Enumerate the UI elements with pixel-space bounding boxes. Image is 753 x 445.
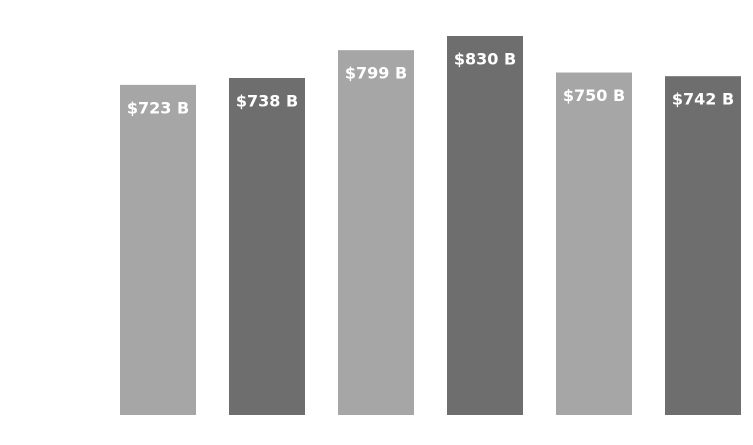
value-label: $738 B <box>236 92 298 111</box>
bar <box>120 84 196 415</box>
bar <box>447 36 523 415</box>
value-label: $830 B <box>454 50 516 69</box>
value-label: $723 B <box>127 98 189 117</box>
value-label: $799 B <box>345 64 407 83</box>
value-label: $750 B <box>563 86 625 105</box>
bar <box>229 78 305 415</box>
value-label: $742 B <box>672 90 734 109</box>
bar <box>338 50 414 415</box>
bar <box>665 76 741 415</box>
bar <box>556 72 632 415</box>
